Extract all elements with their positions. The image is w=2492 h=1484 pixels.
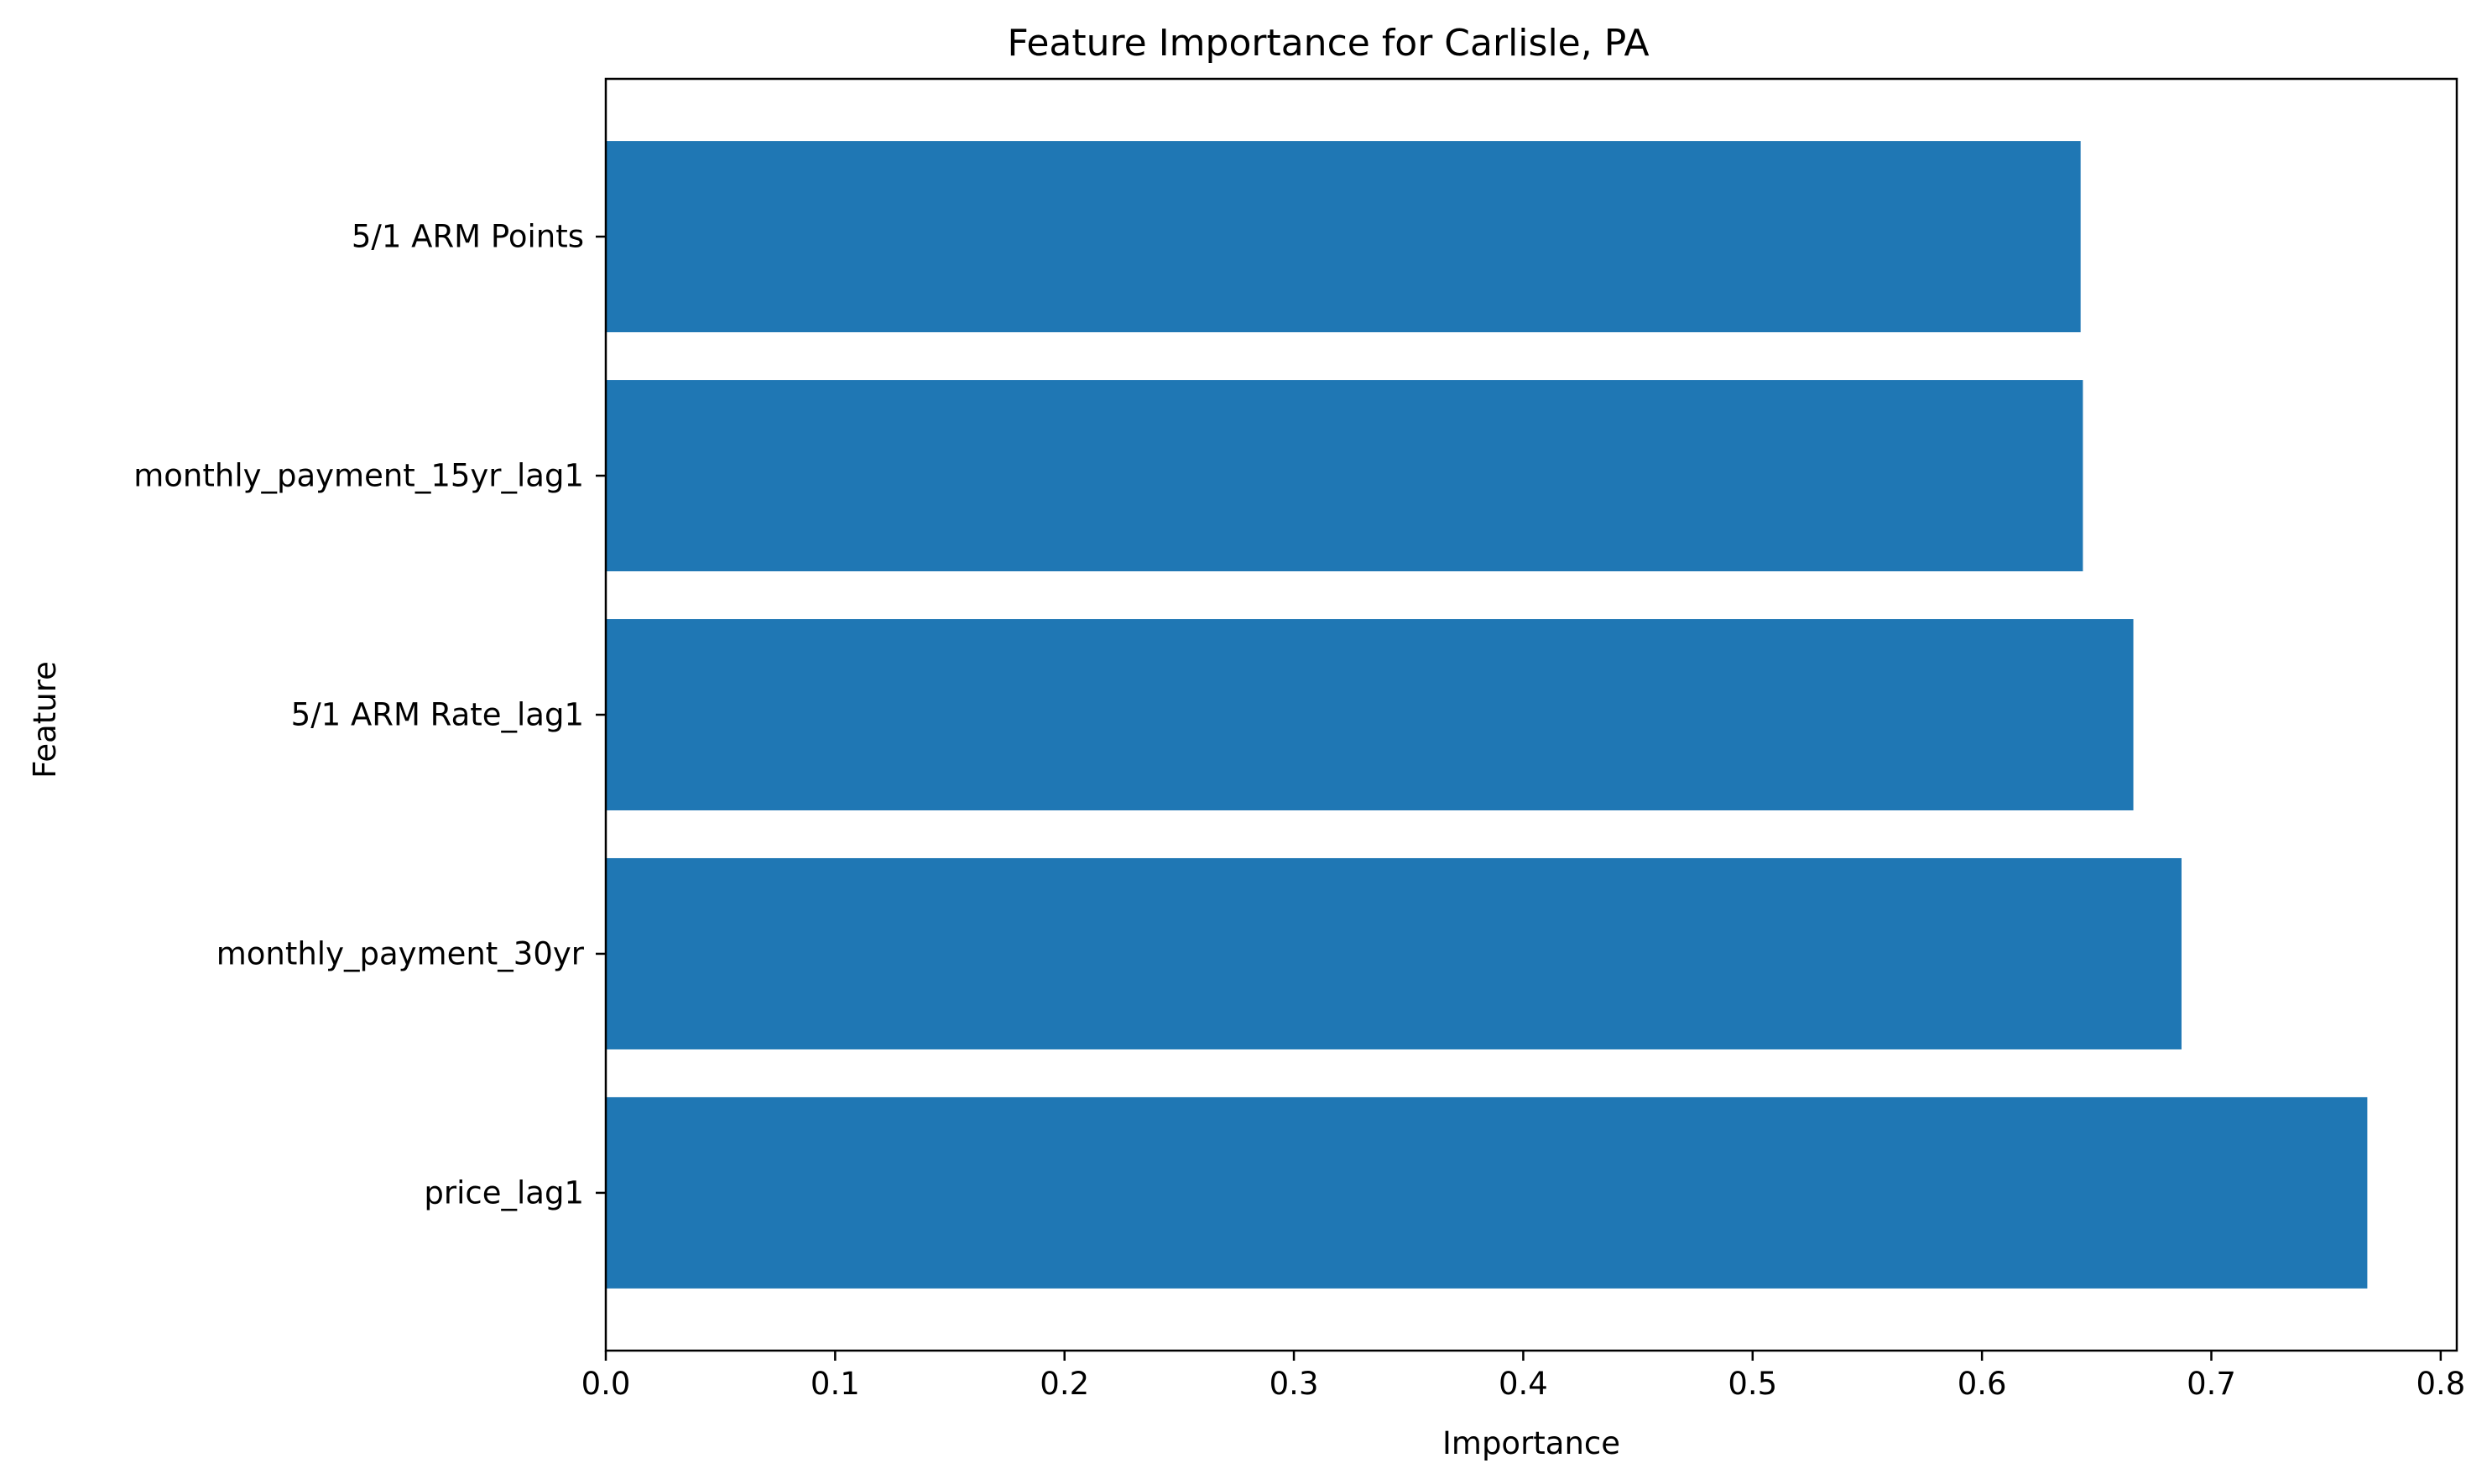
x-tick-label: 0.1 bbox=[811, 1366, 860, 1402]
bar-0 bbox=[606, 141, 2081, 333]
x-axis-label: Importance bbox=[1442, 1425, 1620, 1461]
y-tick-label: monthly_payment_15yr_lag1 bbox=[133, 458, 584, 494]
x-tick-label: 0.4 bbox=[1499, 1366, 1548, 1402]
y-tick-label: 5/1 ARM Points bbox=[352, 219, 584, 255]
x-axis-ticks: 0.0 0.1 0.2 0.3 0.4 0.5 0.6 0.7 0.8 bbox=[581, 1351, 2465, 1402]
y-tick-label: 5/1 ARM Rate_lag1 bbox=[291, 697, 584, 733]
bar-3 bbox=[606, 857, 2182, 1049]
x-tick-label: 0.8 bbox=[2416, 1366, 2465, 1402]
x-tick-label: 0.3 bbox=[1269, 1366, 1319, 1402]
x-tick-label: 0.6 bbox=[1958, 1366, 2007, 1402]
bars-group bbox=[606, 141, 2368, 1289]
x-tick-label: 0.2 bbox=[1040, 1366, 1089, 1402]
x-tick-label: 0.7 bbox=[2187, 1366, 2236, 1402]
bar-1 bbox=[606, 380, 2083, 572]
y-tick-label: monthly_payment_30yr bbox=[216, 935, 585, 971]
x-tick-label: 0.0 bbox=[581, 1366, 631, 1402]
chart-title: Feature Importance for Carlisle, PA bbox=[1007, 22, 1649, 65]
y-axis-ticks: 5/1 ARM Points monthly_payment_15yr_lag1 5… bbox=[133, 219, 606, 1211]
plot-area-frame bbox=[604, 77, 2458, 1352]
y-tick-label: price_lag1 bbox=[424, 1174, 584, 1211]
y-axis-label: Feature bbox=[27, 661, 63, 778]
x-tick-label: 0.5 bbox=[1728, 1366, 1777, 1402]
bar-2 bbox=[606, 619, 2134, 810]
bar-4 bbox=[606, 1096, 2368, 1289]
